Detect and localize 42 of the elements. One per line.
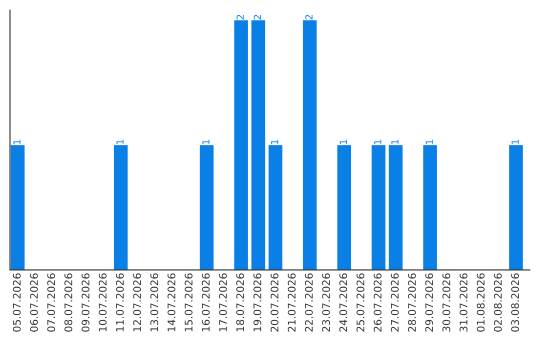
x-tick-label: 02.08.2026 <box>494 273 502 332</box>
data-label: 1 <box>340 140 347 144</box>
x-tick-label: 22.07.2026 <box>304 273 313 332</box>
x-tick-label: 12.07.2026 <box>133 273 142 332</box>
x-tick-label: 30.07.2026 <box>442 273 450 332</box>
x-tick-label: 21.07.2026 <box>288 273 296 332</box>
data-label: 2 <box>305 14 312 20</box>
x-tick-label: 07.07.2026 <box>47 273 56 332</box>
data-label: 1 <box>391 140 398 144</box>
x-tick-label: 10.07.2026 <box>98 273 107 332</box>
data-label: 1 <box>512 140 519 144</box>
x-tick-label: 16.07.2026 <box>202 273 210 332</box>
data-label: 1 <box>116 140 124 144</box>
x-tick-label: 15.07.2026 <box>184 273 193 332</box>
x-tick-label: 05.07.2026 <box>12 273 21 332</box>
x-tick-label: 29.07.2026 <box>425 273 434 332</box>
x-tick-label: 19.07.2026 <box>253 273 262 332</box>
x-tick-label: 20.07.2026 <box>270 273 278 332</box>
x-tick-label: 11.07.2026 <box>116 273 124 332</box>
x-tick-label: 28.07.2026 <box>408 273 416 332</box>
x-tick-label: 25.07.2026 <box>356 273 364 332</box>
x-tick-label: 01.08.2026 <box>476 273 485 332</box>
x-tick-label: 03.08.2026 <box>511 273 520 332</box>
data-label: 1 <box>202 140 210 144</box>
x-tick-label: 06.07.2026 <box>30 273 38 332</box>
x-tick-label: 27.07.2026 <box>390 273 399 332</box>
data-label: 2 <box>254 14 261 20</box>
x-tick-label: 31.07.2026 <box>460 273 468 332</box>
x-tick-label: 24.07.2026 <box>339 273 348 332</box>
data-label: 1 <box>271 140 278 144</box>
x-tick-label: 08.07.2026 <box>64 273 72 332</box>
x-tick-label: 09.07.2026 <box>82 273 90 332</box>
x-tick-label: 18.07.2026 <box>236 273 244 332</box>
data-label: 2 <box>236 14 244 20</box>
data-label: 1 <box>374 140 382 144</box>
data-label: 1 <box>13 140 20 144</box>
x-tick-label: 26.07.2026 <box>374 273 382 332</box>
x-tick-label: 13.07.2026 <box>150 273 158 332</box>
x-tick-label: 17.07.2026 <box>219 273 227 332</box>
x-tick-label: 23.07.2026 <box>322 273 330 332</box>
data-label: 1 <box>426 140 433 144</box>
x-tick-label: 14.07.2026 <box>168 273 176 332</box>
